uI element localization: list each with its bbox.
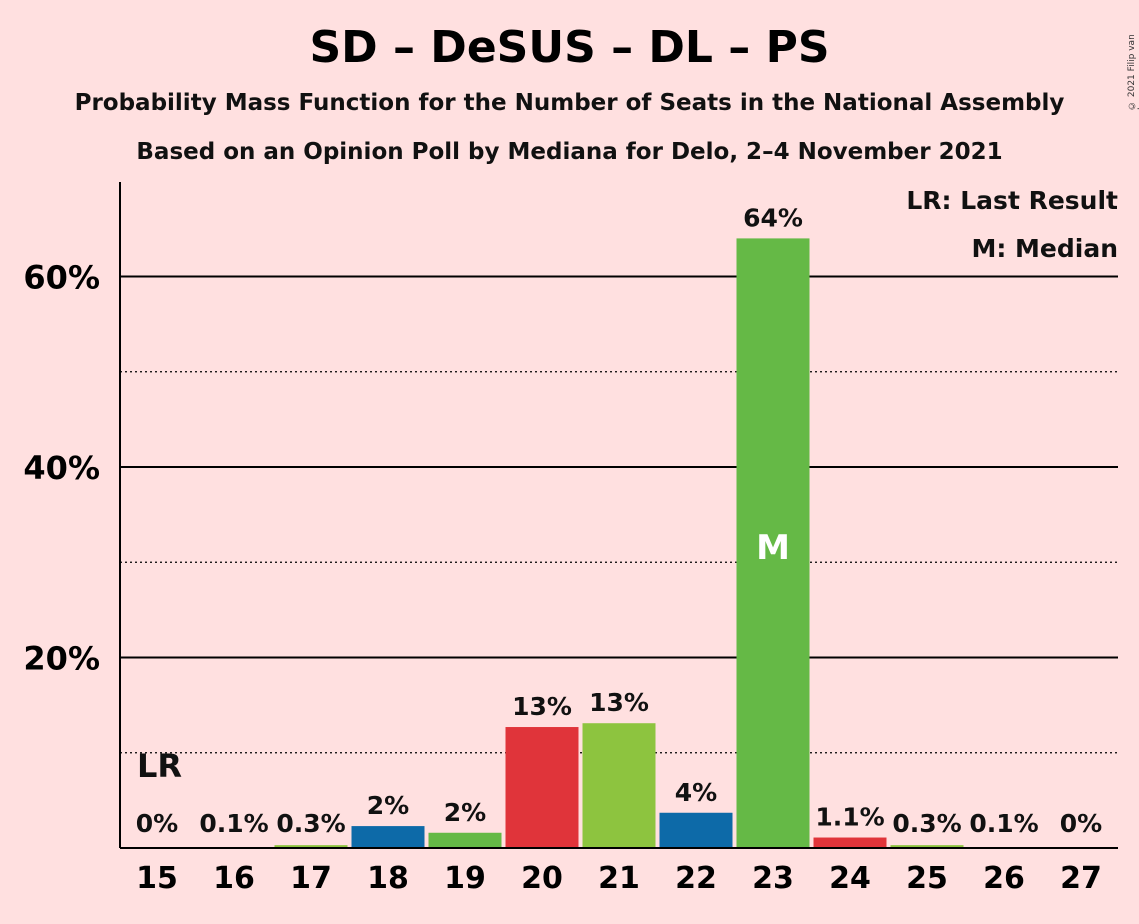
bar-24 <box>813 837 887 848</box>
value-label-15: 0% <box>136 809 178 838</box>
value-labels: 0% 0.1% 0.3% 2% 2% 13% 13% 4% 64% 1.1% 0.3% 0.1% 0% L… <box>136 203 1102 838</box>
x-tick-label: 20 <box>521 861 563 896</box>
value-label-18: 2% <box>367 791 409 820</box>
bar-18 <box>351 826 425 848</box>
axes: 20% 40% 60% 15 16 17 18 19 20 21 22 23 24 25 26 27 <box>23 182 1118 896</box>
bar-22 <box>659 812 733 848</box>
x-tick-label: 25 <box>906 861 948 896</box>
x-tick-label: 17 <box>290 861 332 896</box>
x-tick-label: 16 <box>213 861 255 896</box>
x-tick-label: 19 <box>444 861 486 896</box>
y-tick-label: 20% <box>23 640 100 678</box>
value-label-17: 0.3% <box>276 809 345 838</box>
legend-last-result: LR: Last Result <box>906 186 1118 215</box>
x-tick-label: 24 <box>829 861 871 896</box>
bar-20 <box>505 727 579 848</box>
x-tick-label: 26 <box>983 861 1025 896</box>
chart-subtitle: Probability Mass Function for the Number… <box>74 90 1065 116</box>
value-label-23: 64% <box>743 203 803 232</box>
x-tick-label: 27 <box>1060 861 1102 896</box>
value-label-27: 0% <box>1060 809 1102 838</box>
bar-21 <box>582 723 656 848</box>
bar-23 <box>736 238 810 848</box>
x-tick-label: 23 <box>752 861 794 896</box>
y-tick-label: 40% <box>23 449 100 487</box>
x-tick-label: 22 <box>675 861 717 896</box>
value-label-24: 1.1% <box>815 803 884 832</box>
value-label-22: 4% <box>675 778 717 807</box>
bars <box>197 238 1041 848</box>
bar-19 <box>428 832 502 848</box>
last-result-marker: LR <box>137 747 182 785</box>
bar-17 <box>274 845 348 848</box>
legend-median: M: Median <box>971 234 1118 263</box>
value-label-16: 0.1% <box>199 809 268 838</box>
x-tick-label: 15 <box>136 861 178 896</box>
value-label-26: 0.1% <box>969 809 1038 838</box>
y-tick-label: 60% <box>23 259 100 297</box>
x-tick-label: 21 <box>598 861 640 896</box>
chart-title: SD – DeSUS – DL – PS <box>309 22 830 73</box>
value-label-20: 13% <box>512 692 572 721</box>
value-label-25: 0.3% <box>892 809 961 838</box>
value-label-21: 13% <box>589 688 649 717</box>
median-marker: M <box>756 528 790 568</box>
chart-source-line: Based on an Opinion Poll by Mediana for … <box>136 139 1003 165</box>
x-tick-label: 18 <box>367 861 409 896</box>
grid-lines <box>120 275 1118 754</box>
value-label-19: 2% <box>444 798 486 827</box>
bar-25 <box>890 845 964 848</box>
